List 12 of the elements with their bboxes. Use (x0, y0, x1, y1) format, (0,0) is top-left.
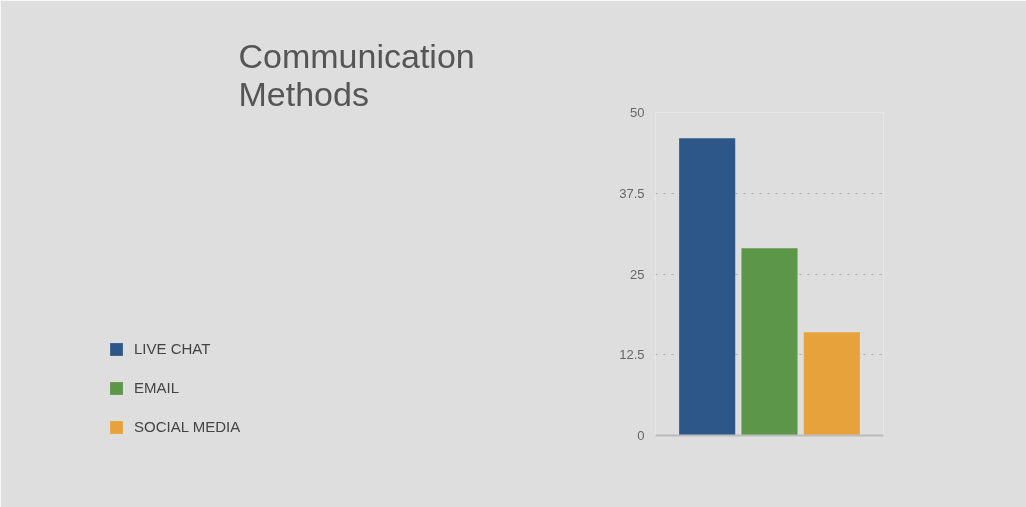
text: Communication Methods (238, 36, 475, 113)
legend-label: LIVE CHAT (134, 340, 212, 357)
y-tick-label: 0 (637, 428, 645, 443)
y-tick-label: 12.5 (619, 347, 645, 363)
y-tick-label: 50 (630, 105, 645, 120)
bar (741, 248, 798, 436)
y-tick-label: 25 (630, 266, 645, 282)
bar (679, 138, 736, 436)
bar (803, 332, 860, 436)
legend-label: EMAIL (134, 379, 180, 396)
y-tick-label: 37.5 (619, 185, 645, 201)
legend-label: SOCIAL MEDIA (134, 418, 241, 435)
